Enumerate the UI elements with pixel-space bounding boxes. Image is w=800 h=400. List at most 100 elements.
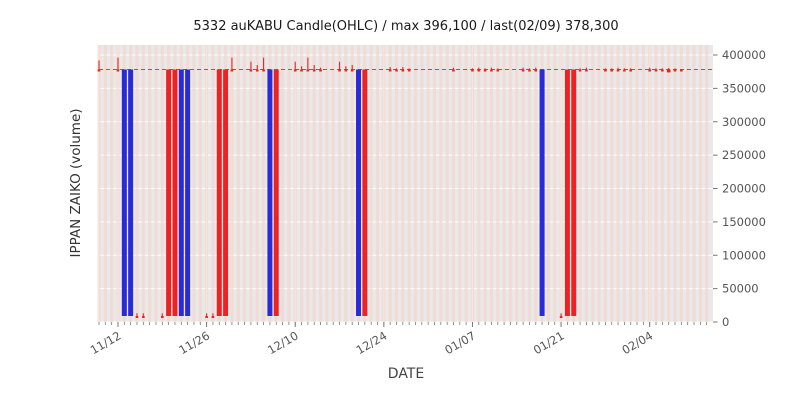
day-stripe bbox=[496, 45, 500, 322]
candle-body bbox=[629, 69, 633, 72]
day-stripe bbox=[242, 45, 247, 322]
candle-body bbox=[319, 69, 322, 72]
x-tick-label: 12/10 bbox=[265, 328, 301, 357]
candle-body bbox=[559, 315, 563, 318]
day-stripe bbox=[445, 45, 449, 322]
day-stripe bbox=[432, 45, 437, 322]
day-stripe bbox=[110, 45, 114, 322]
candle-body bbox=[116, 69, 120, 72]
candle-body bbox=[680, 69, 683, 72]
candle-body bbox=[178, 69, 184, 316]
candle-body bbox=[255, 69, 259, 72]
candle-body bbox=[578, 69, 582, 72]
candle-body bbox=[262, 69, 265, 72]
day-stripe bbox=[325, 45, 329, 322]
chart-title: 5332 auKABU Candle(OHLC) / max 396,100 /… bbox=[193, 19, 619, 34]
day-stripe bbox=[299, 45, 304, 322]
day-stripe bbox=[401, 45, 405, 322]
day-stripe bbox=[622, 45, 626, 322]
plot-background bbox=[99, 45, 713, 322]
day-stripe bbox=[667, 45, 671, 322]
day-stripe bbox=[369, 45, 373, 322]
candle-body bbox=[452, 69, 455, 72]
x-tick-label: 11/26 bbox=[176, 328, 212, 357]
candle-body bbox=[673, 69, 677, 72]
candle-body bbox=[211, 315, 215, 318]
day-stripe bbox=[603, 45, 607, 322]
day-stripe bbox=[249, 45, 253, 322]
candle-body bbox=[135, 315, 139, 318]
day-stripe bbox=[312, 45, 316, 322]
candle-body bbox=[249, 69, 253, 72]
day-stripe bbox=[698, 45, 702, 322]
day-stripe bbox=[141, 45, 145, 322]
candle-body bbox=[160, 315, 164, 318]
candle-body bbox=[654, 69, 658, 72]
day-stripe bbox=[318, 45, 323, 322]
y-axis-label: IPPAN ZAIKO (volume) bbox=[68, 108, 84, 258]
day-stripe bbox=[261, 45, 266, 322]
candle-body bbox=[273, 69, 279, 316]
day-stripe bbox=[451, 45, 456, 322]
candle-body bbox=[362, 69, 368, 316]
candle-body bbox=[312, 69, 316, 72]
candle-body bbox=[344, 69, 348, 72]
day-stripe bbox=[255, 45, 259, 322]
candle-body bbox=[661, 69, 664, 72]
day-stripe bbox=[458, 45, 462, 322]
day-stripe bbox=[439, 45, 443, 322]
candle-body bbox=[185, 69, 191, 316]
day-stripe bbox=[584, 45, 589, 322]
day-stripe bbox=[337, 45, 342, 322]
y-tick-label: 200000 bbox=[722, 182, 766, 196]
candle-body bbox=[356, 69, 362, 316]
day-stripe bbox=[293, 45, 297, 322]
day-stripe bbox=[521, 45, 525, 322]
day-stripe bbox=[641, 45, 645, 322]
day-stripe bbox=[211, 45, 215, 322]
day-stripe bbox=[610, 45, 614, 322]
day-stripe bbox=[578, 45, 582, 322]
day-stripe bbox=[692, 45, 696, 322]
day-stripe bbox=[546, 45, 551, 322]
day-stripe bbox=[394, 45, 399, 322]
candle-body bbox=[604, 69, 607, 72]
day-stripe bbox=[331, 45, 335, 322]
day-stripe bbox=[287, 45, 291, 322]
candle-body bbox=[585, 69, 588, 72]
candle-body bbox=[97, 69, 101, 72]
day-stripe bbox=[306, 45, 310, 322]
day-stripe bbox=[483, 45, 487, 322]
day-stripe bbox=[407, 45, 411, 322]
day-stripe bbox=[591, 45, 595, 322]
candle-body bbox=[300, 69, 303, 72]
day-stripe bbox=[135, 45, 139, 322]
candle-body bbox=[166, 69, 172, 316]
day-stripe bbox=[534, 45, 538, 322]
candle-body bbox=[648, 69, 652, 72]
x-axis-label: DATE bbox=[387, 366, 425, 382]
candle-body bbox=[128, 69, 134, 316]
day-stripe bbox=[597, 45, 601, 322]
candle-body bbox=[496, 69, 500, 72]
candle-body bbox=[388, 69, 392, 72]
x-tick-label: 01/07 bbox=[442, 328, 478, 357]
day-stripe bbox=[489, 45, 494, 322]
day-stripe bbox=[160, 45, 164, 322]
day-stripe bbox=[629, 45, 633, 322]
candle-body bbox=[564, 69, 570, 316]
candle-body bbox=[539, 69, 545, 316]
y-tick-label: 250000 bbox=[722, 148, 766, 162]
day-stripe bbox=[154, 45, 158, 322]
candle-body bbox=[142, 315, 145, 318]
candle-body bbox=[230, 69, 234, 72]
day-stripe bbox=[236, 45, 240, 322]
candle-body bbox=[616, 69, 620, 72]
candle-body bbox=[477, 69, 481, 72]
candle-body bbox=[172, 69, 178, 316]
candle-body bbox=[205, 315, 208, 318]
candle-body bbox=[121, 69, 127, 316]
day-stripe bbox=[686, 45, 690, 322]
